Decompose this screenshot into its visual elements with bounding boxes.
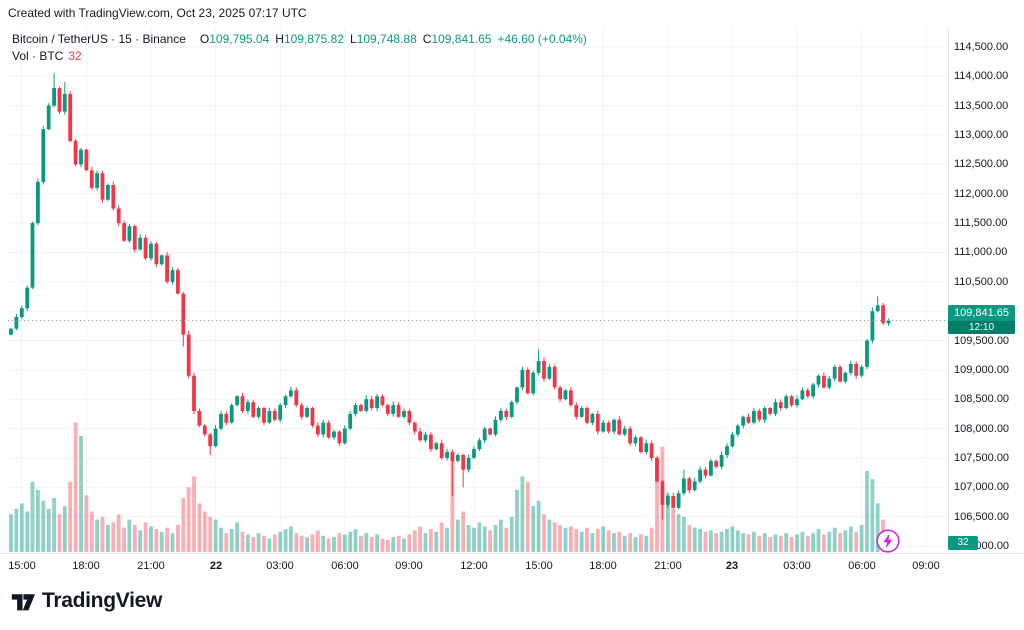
price-axis-label: 107,000.00 — [954, 481, 1010, 493]
price-axis-label: 108,000.00 — [954, 423, 1010, 435]
low-label: L — [350, 32, 357, 46]
legend-symbol-row: Bitcoin / TetherUS · 15 · Binance O109,79… — [12, 31, 587, 48]
price-axis-label: 109,000.00 — [954, 364, 1010, 376]
time-axis[interactable]: 15:00 18:00 21:00 22 03:00 06:00 09:00 12:00 15:… — [0, 553, 1024, 580]
attribution-text: Created with TradingView.com, Oct 23, 20… — [8, 6, 307, 20]
price-axis-label: 114,500.00 — [954, 41, 1009, 53]
price-axis-label: 110,500.00 — [954, 276, 1009, 288]
footer-brand[interactable]: TradingView — [10, 588, 162, 613]
price-axis-label: 114,000.00 — [954, 70, 1009, 82]
time-axis-label: 18:00 — [72, 560, 100, 572]
price-axis-label: 106,500.00 — [954, 511, 1010, 523]
price-axis-label: 112,000.00 — [954, 188, 1009, 200]
last-price-value: 109,841.65 — [953, 307, 1010, 319]
high-value: 109,875.82 — [283, 32, 345, 46]
high-label: H — [275, 32, 284, 46]
price-axis-label: 111,500.00 — [954, 217, 1008, 229]
legend-volume-row: Vol · BTC 32 — [12, 48, 587, 65]
close-label: C — [422, 32, 432, 46]
low-value: 109,748.88 — [356, 32, 417, 46]
time-axis-label: 06:00 — [331, 560, 359, 572]
legend: Bitcoin / TetherUS · 15 · Binance O109,79… — [12, 31, 587, 65]
time-axis-label: 03:00 — [266, 560, 294, 572]
price-axis-label: 112,500.00 — [954, 158, 1009, 170]
lightning-trade-button[interactable] — [875, 528, 901, 554]
last-price-badge: 109,841.65 12:10 — [948, 305, 1015, 334]
time-axis-label: 23 — [725, 560, 739, 572]
volume-value: 32 — [68, 49, 82, 63]
time-axis-label: 03:00 — [783, 560, 811, 572]
volume-label: Vol · BTC — [12, 49, 64, 63]
close-value: 109,841.65 — [431, 32, 492, 46]
lightning-icon — [876, 529, 900, 553]
price-axis[interactable]: 114,500.00 114,000.00 113,500.00 113,000.00… — [948, 28, 1024, 553]
time-axis-label: 22 — [209, 560, 223, 572]
price-axis-label: 111,000.00 — [954, 246, 1008, 258]
time-axis-label: 15:00 — [525, 560, 553, 572]
price-axis-label: 108,500.00 — [954, 393, 1010, 405]
time-axis-label: 21:00 — [137, 560, 165, 572]
open-value: 109,795.04 — [209, 32, 270, 46]
change-value: +46.60 (+0.04%) — [497, 32, 587, 46]
time-axis-label: 21:00 — [654, 560, 682, 572]
time-axis-label: 09:00 — [395, 560, 423, 572]
tradingview-logo-icon — [11, 594, 35, 611]
brand-name: TradingView — [42, 588, 163, 612]
symbol-title[interactable]: Bitcoin / TetherUS · 15 · Binance — [12, 32, 186, 46]
price-axis-label: 113,500.00 — [954, 100, 1009, 112]
time-axis-label: 15:00 — [8, 560, 36, 572]
time-axis-label: 18:00 — [589, 560, 617, 572]
bar-countdown: 12:10 — [948, 321, 1015, 334]
time-axis-label: 06:00 — [848, 560, 876, 572]
chart-pane[interactable] — [8, 28, 948, 553]
candlestick-chart — [8, 28, 948, 553]
time-axis-label: 12:00 — [460, 560, 488, 572]
open-label: O — [199, 32, 210, 46]
price-axis-label: 109,500.00 — [954, 335, 1010, 347]
price-axis-label: 107,500.00 — [954, 452, 1010, 464]
price-axis-label: 113,000.00 — [954, 129, 1009, 141]
volume-badge: 32 — [948, 536, 978, 550]
time-axis-label: 09:00 — [912, 560, 940, 572]
